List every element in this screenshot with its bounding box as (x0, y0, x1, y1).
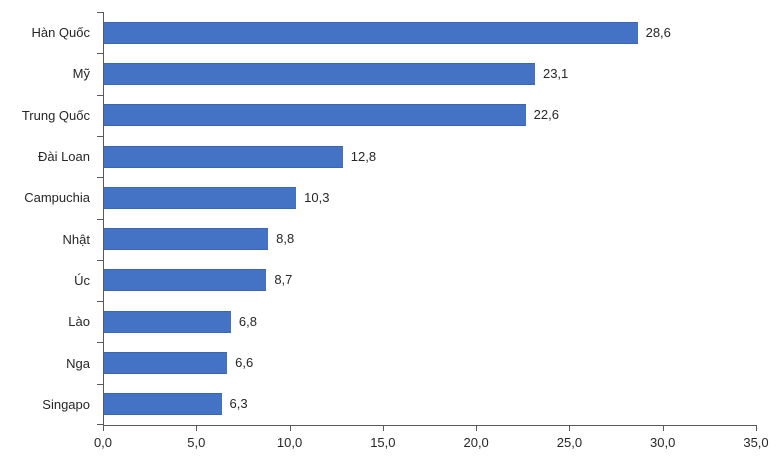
bar-value-label: 6,8 (238, 313, 257, 329)
bar-value-label: 12,8 (350, 148, 377, 164)
x-axis-tick-label: 35,0 (743, 435, 769, 450)
bar (104, 393, 222, 416)
x-axis-tick (103, 426, 104, 431)
y-axis-tick (97, 177, 103, 179)
category-label: Đài Loan (37, 149, 90, 165)
category-label: Singapo (42, 396, 90, 412)
category-label: Trung Quốc (21, 107, 90, 123)
x-axis-tick-label: 15,0 (370, 435, 396, 450)
y-axis-tick (97, 259, 103, 261)
x-axis-tick (196, 426, 198, 431)
x-axis-tick (289, 426, 291, 431)
x-axis-tick (569, 426, 571, 431)
bar (104, 352, 228, 375)
y-axis-tick (97, 218, 103, 220)
bar-value-label: 23,1 (542, 65, 569, 81)
y-axis-tick (97, 135, 103, 137)
category-label: Lào (68, 314, 90, 330)
x-axis-tick-label: 10,0 (276, 435, 303, 450)
bar (104, 104, 526, 127)
bar (104, 62, 535, 85)
category-label: Campuchia (24, 190, 90, 206)
x-axis-tick-label: 5,0 (187, 435, 206, 450)
plot-area: 28,6 23,1 22,6 12,8 10,3 8,8 8,7 6,8 6,6 6,3 (103, 12, 757, 426)
bar (104, 145, 343, 168)
bar-value-label: 6,3 (229, 396, 248, 412)
x-axis-tick-label: 25,0 (556, 435, 583, 450)
bar (104, 310, 231, 333)
x-axis-tick (382, 426, 384, 431)
bar-value-label: 28,6 (645, 24, 671, 40)
category-label: Hàn Quốc (31, 25, 90, 41)
bar-value-label: 22,6 (533, 107, 559, 123)
bar (104, 186, 297, 209)
bar (104, 21, 638, 44)
x-axis-tick (756, 426, 757, 431)
bar-value-label: 8,8 (276, 231, 295, 247)
y-axis-tick (97, 301, 103, 303)
y-axis-tick (97, 94, 103, 96)
y-axis-tick (97, 12, 103, 13)
x-axis-tick-label: 0,0 (93, 435, 113, 450)
category-label: Úc (74, 272, 90, 288)
bar-value-label: 6,6 (235, 355, 254, 371)
category-label: Nhật (62, 231, 90, 247)
x-axis-tick-label: 30,0 (650, 435, 676, 450)
bar (104, 269, 267, 292)
y-axis-tick (97, 53, 103, 55)
bar-value-label: 8,7 (274, 272, 293, 288)
x-axis-tick (662, 426, 664, 431)
y-axis-tick (97, 383, 103, 385)
bar (104, 228, 269, 251)
bar-value-label: 10,3 (304, 189, 330, 205)
x-axis-tick-label: 20,0 (463, 435, 489, 450)
y-axis-tick (97, 424, 103, 425)
x-axis-tick (476, 426, 478, 431)
category-label: Mỹ (72, 66, 90, 82)
y-axis-tick (97, 342, 103, 344)
category-label: Nga (66, 355, 90, 371)
